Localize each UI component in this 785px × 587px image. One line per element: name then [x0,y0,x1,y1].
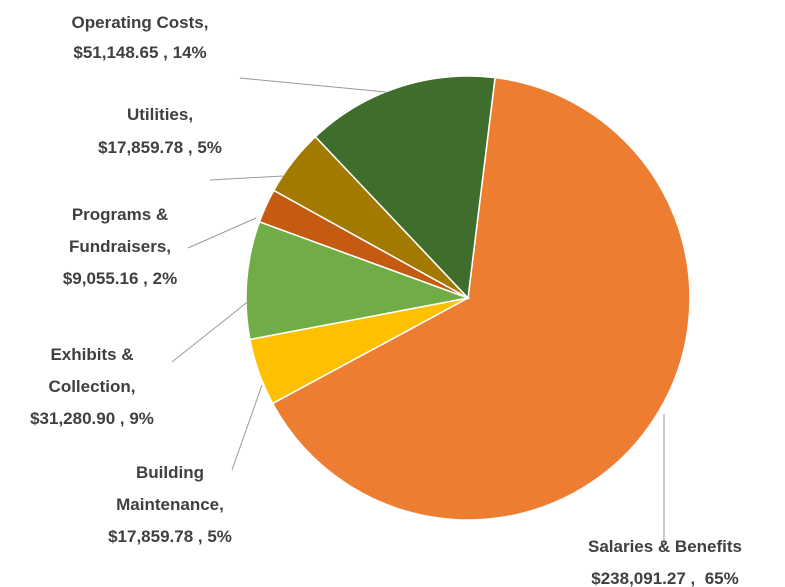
data-label-salaries-and-benefits: Salaries & Benefits $238,091.27 , 65% [588,537,742,587]
data-label-building-maintenance: Building Maintenance, $17,859.78 , 5% [108,463,232,546]
data-label-line: $51,148.65 , 14% [73,43,206,62]
data-label-line: Maintenance, [116,495,224,514]
pie-slice-exhibits-and-collection [245,220,471,341]
data-label-line: Collection, [49,377,136,396]
data-label-line: Utilities, [127,105,193,124]
data-labels: Salaries & Benefits $238,091.27 , 65% Buil… [30,13,742,587]
pie-slices [245,75,691,521]
data-label-line: $9,055.16 , 2% [63,269,177,288]
leader-line-exhibits-and-collection [171,299,251,363]
data-label-operating-costs: Operating Costs, $51,148.65 , 14% [72,13,209,62]
leader-lines [171,77,665,546]
data-label-exhibits-and-collection: Exhibits & Collection, $31,280.90 , 9% [30,345,154,428]
data-label-line: Fundraisers, [69,237,171,256]
leader-line-utilities [209,175,284,181]
data-label-line: Operating Costs, [72,13,209,32]
data-label-programs-and-fundraisers: Programs & Fundraisers, $9,055.16 , 2% [63,205,177,288]
data-label-line: Salaries & Benefits [588,537,742,556]
data-label-line: Exhibits & [50,345,133,364]
data-label-line: $238,091.27 , 65% [591,569,738,587]
data-label-line: Building [136,463,204,482]
data-label-line: $31,280.90 , 9% [30,409,154,428]
data-label-line: Programs & [72,205,168,224]
data-label-line: $17,859.78 , 5% [98,138,222,157]
pie-slice-operating-costs [314,75,496,300]
leader-line-operating-costs [239,77,387,93]
data-label-line: $17,859.78 , 5% [108,527,232,546]
leader-line-building-maintenance [231,384,263,471]
leader-line-programs-and-fundraisers [187,217,257,249]
pie-slice-salaries-and-benefits [271,76,691,521]
data-label-utilities: Utilities, $17,859.78 , 5% [98,105,222,157]
